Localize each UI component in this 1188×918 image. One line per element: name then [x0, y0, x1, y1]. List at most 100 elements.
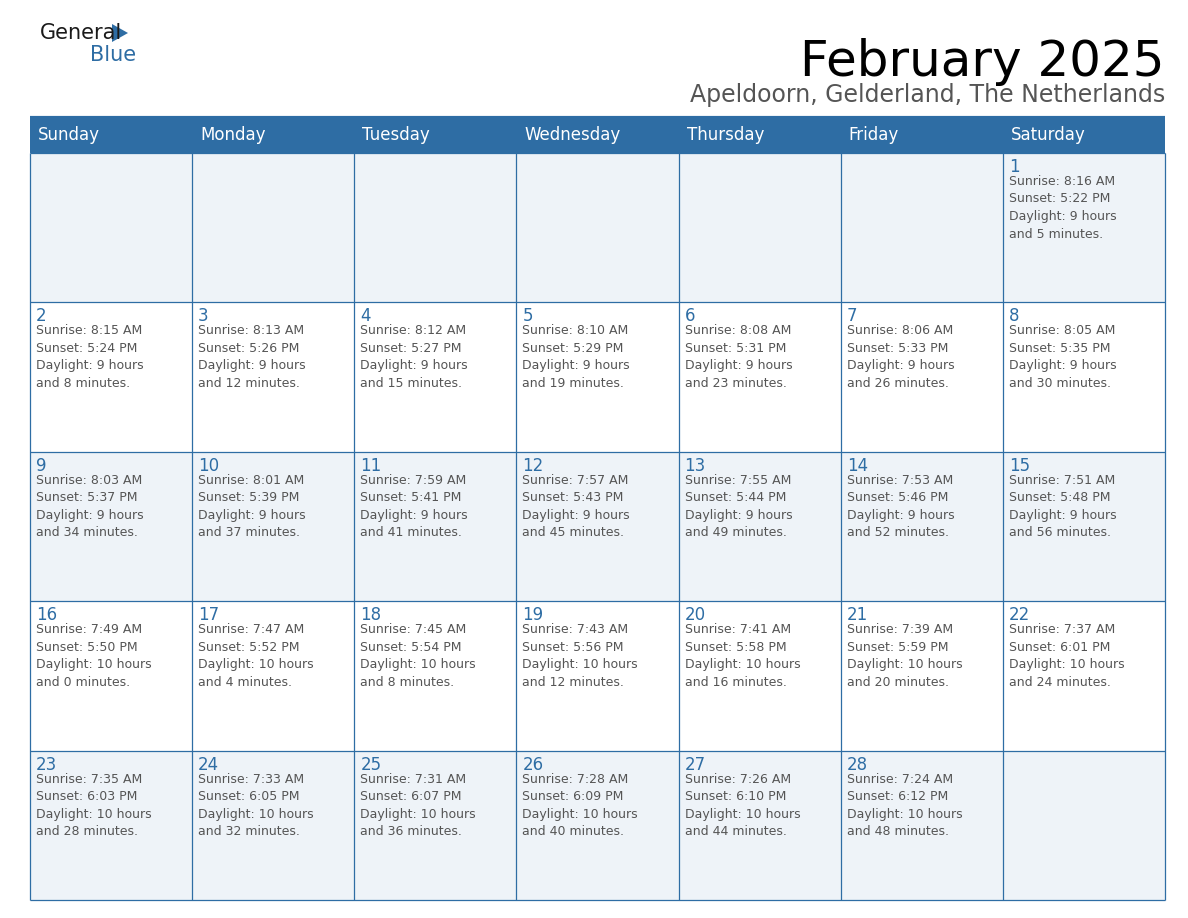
Text: Blue: Blue — [90, 45, 137, 65]
Bar — [517, 751, 678, 900]
Bar — [192, 751, 354, 900]
Bar — [354, 302, 517, 452]
Text: Sunrise: 8:05 AM
Sunset: 5:35 PM
Daylight: 9 hours
and 30 minutes.: Sunrise: 8:05 AM Sunset: 5:35 PM Dayligh… — [1009, 324, 1117, 390]
Text: 11: 11 — [360, 457, 381, 475]
Text: Sunrise: 7:51 AM
Sunset: 5:48 PM
Daylight: 9 hours
and 56 minutes.: Sunrise: 7:51 AM Sunset: 5:48 PM Dayligh… — [1009, 474, 1117, 539]
Bar — [841, 302, 1003, 452]
Text: 5: 5 — [523, 308, 533, 325]
Text: Sunrise: 8:12 AM
Sunset: 5:27 PM
Daylight: 9 hours
and 15 minutes.: Sunrise: 8:12 AM Sunset: 5:27 PM Dayligh… — [360, 324, 468, 390]
Bar — [30, 118, 1165, 153]
Text: 23: 23 — [36, 756, 57, 774]
Text: 24: 24 — [198, 756, 220, 774]
Bar — [517, 452, 678, 601]
Bar — [1003, 302, 1165, 452]
Text: Tuesday: Tuesday — [362, 127, 430, 144]
Text: Sunrise: 8:08 AM
Sunset: 5:31 PM
Daylight: 9 hours
and 23 minutes.: Sunrise: 8:08 AM Sunset: 5:31 PM Dayligh… — [684, 324, 792, 390]
Text: 8: 8 — [1009, 308, 1019, 325]
Text: Saturday: Saturday — [1011, 127, 1086, 144]
Text: Thursday: Thursday — [687, 127, 764, 144]
Text: Sunrise: 7:41 AM
Sunset: 5:58 PM
Daylight: 10 hours
and 16 minutes.: Sunrise: 7:41 AM Sunset: 5:58 PM Dayligh… — [684, 623, 801, 688]
Text: Sunrise: 8:10 AM
Sunset: 5:29 PM
Daylight: 9 hours
and 19 minutes.: Sunrise: 8:10 AM Sunset: 5:29 PM Dayligh… — [523, 324, 630, 390]
Bar — [841, 751, 1003, 900]
Bar — [841, 153, 1003, 302]
Text: 19: 19 — [523, 606, 544, 624]
Text: Monday: Monday — [200, 127, 266, 144]
Text: Sunrise: 7:28 AM
Sunset: 6:09 PM
Daylight: 10 hours
and 40 minutes.: Sunrise: 7:28 AM Sunset: 6:09 PM Dayligh… — [523, 773, 638, 838]
Text: Sunrise: 7:45 AM
Sunset: 5:54 PM
Daylight: 10 hours
and 8 minutes.: Sunrise: 7:45 AM Sunset: 5:54 PM Dayligh… — [360, 623, 476, 688]
Bar — [192, 452, 354, 601]
Bar — [30, 751, 192, 900]
Text: Sunrise: 7:26 AM
Sunset: 6:10 PM
Daylight: 10 hours
and 44 minutes.: Sunrise: 7:26 AM Sunset: 6:10 PM Dayligh… — [684, 773, 801, 838]
Text: February 2025: February 2025 — [801, 38, 1165, 86]
Text: Sunrise: 7:39 AM
Sunset: 5:59 PM
Daylight: 10 hours
and 20 minutes.: Sunrise: 7:39 AM Sunset: 5:59 PM Dayligh… — [847, 623, 962, 688]
Text: Wednesday: Wednesday — [524, 127, 620, 144]
Text: Sunrise: 8:06 AM
Sunset: 5:33 PM
Daylight: 9 hours
and 26 minutes.: Sunrise: 8:06 AM Sunset: 5:33 PM Dayligh… — [847, 324, 954, 390]
Bar — [354, 153, 517, 302]
Text: 3: 3 — [198, 308, 209, 325]
Bar — [354, 601, 517, 751]
Bar — [1003, 751, 1165, 900]
Text: 28: 28 — [847, 756, 868, 774]
Text: Sunrise: 8:13 AM
Sunset: 5:26 PM
Daylight: 9 hours
and 12 minutes.: Sunrise: 8:13 AM Sunset: 5:26 PM Dayligh… — [198, 324, 305, 390]
Text: Sunrise: 8:03 AM
Sunset: 5:37 PM
Daylight: 9 hours
and 34 minutes.: Sunrise: 8:03 AM Sunset: 5:37 PM Dayligh… — [36, 474, 144, 539]
Text: Sunday: Sunday — [38, 127, 100, 144]
Text: 27: 27 — [684, 756, 706, 774]
Text: 18: 18 — [360, 606, 381, 624]
Bar — [192, 153, 354, 302]
Text: Sunrise: 8:01 AM
Sunset: 5:39 PM
Daylight: 9 hours
and 37 minutes.: Sunrise: 8:01 AM Sunset: 5:39 PM Dayligh… — [198, 474, 305, 539]
Bar — [192, 601, 354, 751]
Text: 6: 6 — [684, 308, 695, 325]
Text: General: General — [40, 23, 122, 43]
Text: 25: 25 — [360, 756, 381, 774]
Bar — [517, 601, 678, 751]
Bar — [354, 452, 517, 601]
Text: 22: 22 — [1009, 606, 1030, 624]
Bar — [354, 751, 517, 900]
Bar — [1003, 153, 1165, 302]
Text: 21: 21 — [847, 606, 868, 624]
Text: Sunrise: 7:24 AM
Sunset: 6:12 PM
Daylight: 10 hours
and 48 minutes.: Sunrise: 7:24 AM Sunset: 6:12 PM Dayligh… — [847, 773, 962, 838]
Text: 14: 14 — [847, 457, 868, 475]
Bar — [678, 751, 841, 900]
Bar — [192, 302, 354, 452]
Text: Sunrise: 7:33 AM
Sunset: 6:05 PM
Daylight: 10 hours
and 32 minutes.: Sunrise: 7:33 AM Sunset: 6:05 PM Dayligh… — [198, 773, 314, 838]
Text: Sunrise: 7:55 AM
Sunset: 5:44 PM
Daylight: 9 hours
and 49 minutes.: Sunrise: 7:55 AM Sunset: 5:44 PM Dayligh… — [684, 474, 792, 539]
Bar — [678, 452, 841, 601]
Text: 12: 12 — [523, 457, 544, 475]
Text: 16: 16 — [36, 606, 57, 624]
Text: Sunrise: 7:49 AM
Sunset: 5:50 PM
Daylight: 10 hours
and 0 minutes.: Sunrise: 7:49 AM Sunset: 5:50 PM Dayligh… — [36, 623, 152, 688]
Bar — [517, 153, 678, 302]
Text: 26: 26 — [523, 756, 544, 774]
Text: 17: 17 — [198, 606, 220, 624]
Text: 7: 7 — [847, 308, 858, 325]
Bar — [517, 302, 678, 452]
Text: Sunrise: 7:31 AM
Sunset: 6:07 PM
Daylight: 10 hours
and 36 minutes.: Sunrise: 7:31 AM Sunset: 6:07 PM Dayligh… — [360, 773, 476, 838]
Text: 4: 4 — [360, 308, 371, 325]
Text: Sunrise: 7:37 AM
Sunset: 6:01 PM
Daylight: 10 hours
and 24 minutes.: Sunrise: 7:37 AM Sunset: 6:01 PM Dayligh… — [1009, 623, 1125, 688]
Bar — [30, 601, 192, 751]
Text: 15: 15 — [1009, 457, 1030, 475]
Text: 2: 2 — [36, 308, 46, 325]
Bar — [678, 153, 841, 302]
Bar — [30, 452, 192, 601]
Bar — [30, 302, 192, 452]
Polygon shape — [112, 24, 128, 42]
Text: Sunrise: 7:59 AM
Sunset: 5:41 PM
Daylight: 9 hours
and 41 minutes.: Sunrise: 7:59 AM Sunset: 5:41 PM Dayligh… — [360, 474, 468, 539]
Text: Sunrise: 7:43 AM
Sunset: 5:56 PM
Daylight: 10 hours
and 12 minutes.: Sunrise: 7:43 AM Sunset: 5:56 PM Dayligh… — [523, 623, 638, 688]
Text: Sunrise: 8:15 AM
Sunset: 5:24 PM
Daylight: 9 hours
and 8 minutes.: Sunrise: 8:15 AM Sunset: 5:24 PM Dayligh… — [36, 324, 144, 390]
Text: Sunrise: 8:16 AM
Sunset: 5:22 PM
Daylight: 9 hours
and 5 minutes.: Sunrise: 8:16 AM Sunset: 5:22 PM Dayligh… — [1009, 175, 1117, 241]
Bar — [1003, 452, 1165, 601]
Text: 9: 9 — [36, 457, 46, 475]
Bar — [841, 601, 1003, 751]
Text: Sunrise: 7:35 AM
Sunset: 6:03 PM
Daylight: 10 hours
and 28 minutes.: Sunrise: 7:35 AM Sunset: 6:03 PM Dayligh… — [36, 773, 152, 838]
Text: Apeldoorn, Gelderland, The Netherlands: Apeldoorn, Gelderland, The Netherlands — [690, 83, 1165, 107]
Text: Sunrise: 7:57 AM
Sunset: 5:43 PM
Daylight: 9 hours
and 45 minutes.: Sunrise: 7:57 AM Sunset: 5:43 PM Dayligh… — [523, 474, 630, 539]
Text: Friday: Friday — [848, 127, 899, 144]
Text: 10: 10 — [198, 457, 220, 475]
Bar — [30, 153, 192, 302]
Text: Sunrise: 7:47 AM
Sunset: 5:52 PM
Daylight: 10 hours
and 4 minutes.: Sunrise: 7:47 AM Sunset: 5:52 PM Dayligh… — [198, 623, 314, 688]
Text: 13: 13 — [684, 457, 706, 475]
Bar — [1003, 601, 1165, 751]
Text: 20: 20 — [684, 606, 706, 624]
Text: Sunrise: 7:53 AM
Sunset: 5:46 PM
Daylight: 9 hours
and 52 minutes.: Sunrise: 7:53 AM Sunset: 5:46 PM Dayligh… — [847, 474, 954, 539]
